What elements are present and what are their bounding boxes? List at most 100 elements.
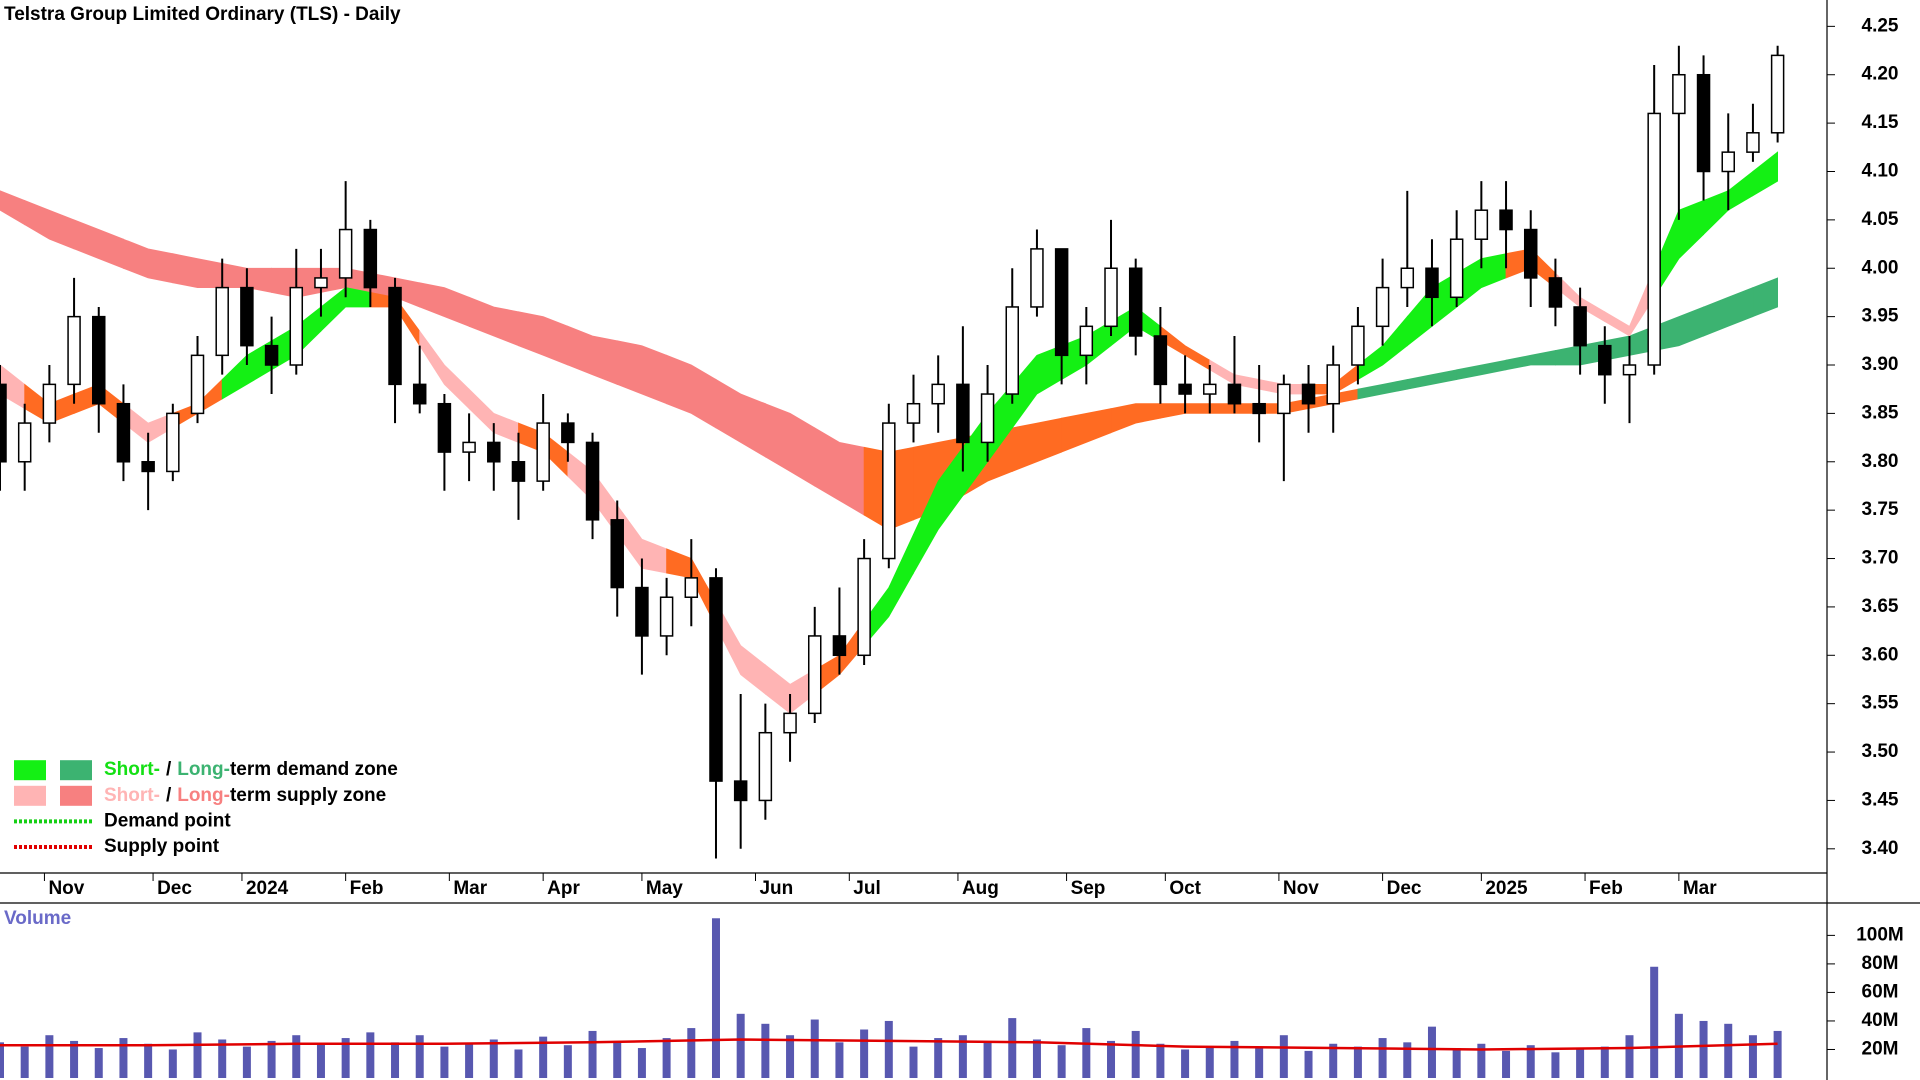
volume-bar — [1526, 1045, 1535, 1078]
y-tick-label: 3.40 — [1862, 838, 1899, 859]
volume-bar — [786, 1035, 795, 1078]
volume-bar — [144, 1043, 153, 1078]
candle-body — [462, 441, 476, 453]
y-tick-label: 4.25 — [1862, 15, 1899, 36]
candle-body — [338, 228, 353, 279]
candle-body — [709, 577, 723, 782]
candle-body — [1696, 73, 1711, 173]
volume-bar — [1403, 1042, 1412, 1078]
volume-average — [0, 1038, 1778, 1051]
volume-bar — [1304, 1050, 1313, 1078]
legend-swatch — [14, 785, 46, 806]
candle-body — [882, 422, 896, 560]
candle-body — [536, 422, 550, 482]
candle-body — [1425, 267, 1439, 299]
volume-bar — [514, 1049, 523, 1078]
candle-body — [289, 286, 304, 366]
candle-body — [1227, 383, 1242, 405]
volume-title: Volume — [4, 908, 71, 929]
candle-body — [659, 596, 674, 637]
volume-bar — [1477, 1043, 1486, 1078]
volume-bar — [1230, 1040, 1239, 1078]
y-tick-label: 3.50 — [1862, 741, 1899, 762]
volume-bar — [711, 918, 720, 1078]
candle-body — [758, 731, 773, 802]
volume-bar — [1773, 1030, 1782, 1078]
volume-bar — [1378, 1038, 1387, 1078]
legend-text: term supply zone — [230, 785, 386, 806]
volume-bar — [1008, 1018, 1017, 1078]
volume-bar — [1255, 1048, 1264, 1078]
x-tick-label: Dec — [157, 878, 192, 899]
volume-bar — [0, 1042, 4, 1078]
candle-body — [215, 286, 229, 357]
legend-text: Demand point — [104, 810, 231, 831]
candle-body — [141, 461, 155, 473]
volume-bar — [316, 1043, 325, 1078]
legend-text: Long- — [177, 785, 230, 806]
candle-body — [17, 422, 32, 463]
candle-body — [1474, 209, 1489, 240]
candle-body — [931, 383, 945, 405]
volume-bar — [860, 1029, 869, 1078]
y-tick-label: 3.45 — [1862, 789, 1899, 810]
candle-body — [116, 402, 131, 463]
candle-body — [1277, 383, 1291, 415]
zone-band — [1752, 277, 1778, 318]
volume-bar — [1156, 1043, 1165, 1078]
chart-title: Telstra Group Limited Ordinary (TLS) - D… — [4, 4, 401, 25]
candle-body — [561, 422, 575, 444]
candle-body — [0, 383, 7, 463]
y-tick-label: 4.10 — [1862, 161, 1899, 182]
candle-body — [807, 635, 822, 715]
volume-bar — [563, 1045, 572, 1078]
candle-body — [1203, 383, 1217, 395]
legend-label: Short- / Long-term demand zone — [104, 759, 398, 780]
volume-bar — [1181, 1049, 1190, 1078]
candle-body — [1499, 209, 1513, 231]
y-tick-label: 3.55 — [1862, 693, 1899, 714]
legend-swatch — [60, 760, 92, 781]
volume-bar — [983, 1042, 992, 1078]
volume-bar — [884, 1020, 893, 1078]
volume-bar — [267, 1040, 276, 1078]
volume-bar — [193, 1032, 202, 1078]
volume-bar — [1650, 966, 1659, 1078]
volume-bar — [1353, 1046, 1362, 1078]
volume-bar — [1576, 1049, 1585, 1078]
candle-body — [783, 712, 797, 734]
candle-body — [190, 354, 205, 415]
volume-bar — [465, 1043, 474, 1078]
candle-body — [1030, 248, 1044, 308]
x-tick-label: Aug — [962, 878, 999, 899]
candle-body — [1647, 112, 1661, 366]
volume-bar — [1057, 1045, 1066, 1078]
candle-body — [585, 441, 600, 521]
y-tick-label: 3.80 — [1862, 451, 1899, 472]
candle-body — [264, 344, 279, 366]
volume-bar — [1427, 1026, 1436, 1078]
y-tick-label: 60M — [1862, 981, 1899, 1002]
candle-body — [166, 412, 180, 473]
x-tick-label: Sep — [1071, 878, 1106, 899]
y-tick-label: 40M — [1862, 1010, 1899, 1031]
candle-body — [906, 402, 921, 424]
candle-body — [92, 315, 106, 405]
volume-bar — [94, 1048, 103, 1078]
candle-body — [1351, 325, 1365, 366]
volume-bar — [119, 1038, 128, 1078]
volume-bar — [662, 1038, 671, 1078]
candle-body — [363, 228, 378, 289]
candle-body — [1326, 364, 1340, 405]
candle-body — [1178, 383, 1192, 395]
candle-body — [832, 635, 847, 657]
candle-body — [733, 780, 748, 802]
candle-body — [1622, 364, 1637, 376]
volume-bar — [613, 1040, 622, 1078]
candle-body — [388, 286, 402, 386]
candle-body — [1400, 267, 1415, 289]
volume-bar — [1724, 1023, 1733, 1078]
volume-bar — [440, 1046, 449, 1078]
volume-bar — [1452, 1048, 1461, 1078]
